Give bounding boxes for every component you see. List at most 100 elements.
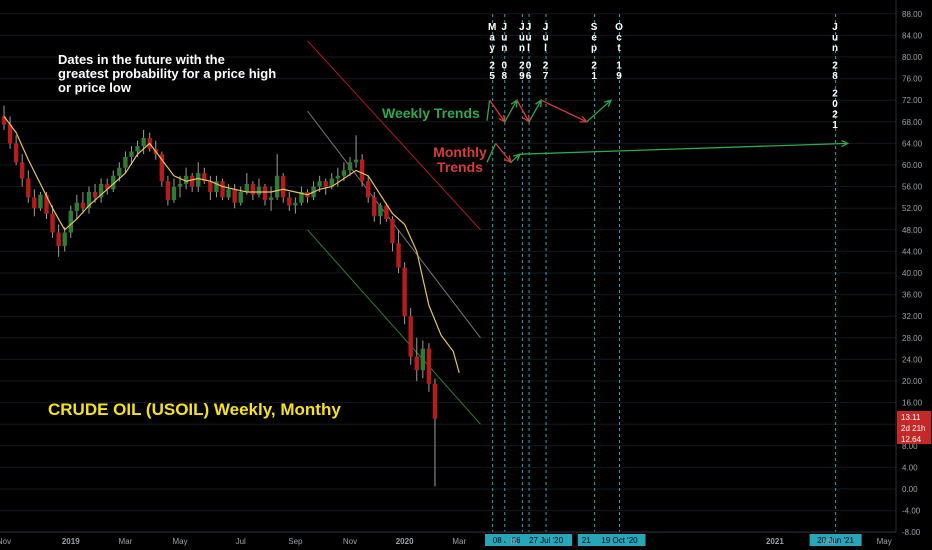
price-label-box <box>897 433 931 444</box>
candle-body <box>378 205 383 217</box>
time-tick-label: M <box>511 537 518 546</box>
weekly-trend-arrowhead <box>604 99 613 107</box>
monthly-trend-segment <box>510 153 521 163</box>
candle-body <box>1 116 7 125</box>
price-label-text: 13.11 <box>901 413 921 422</box>
candle-body <box>165 181 171 201</box>
time-tick-label: 2019 <box>62 537 80 546</box>
cycle-date-char: n <box>832 43 838 54</box>
cycle-date-char: l <box>527 43 530 54</box>
candle-body <box>62 232 67 246</box>
cycle-date-char: 9 <box>616 71 622 82</box>
candle-body <box>408 316 413 357</box>
cycle-date-char: 1 <box>832 120 838 131</box>
cycle-date-char: e <box>591 33 597 44</box>
price-tick-label: -4.00 <box>902 507 921 516</box>
time-tick-label: May <box>172 537 187 546</box>
cycle-date-char: t <box>617 43 621 54</box>
candle-body <box>262 186 268 201</box>
lower-channel-line <box>307 229 481 425</box>
weekly-trend-segment <box>528 99 542 123</box>
candle-body <box>341 170 347 176</box>
cycle-date-char: a <box>489 33 495 44</box>
cycle-date-tag-text: 27 Jul '20 <box>529 536 564 545</box>
time-tick-label: Mar <box>823 537 837 546</box>
candle-body <box>13 143 19 163</box>
weekly-trend-segment <box>586 99 612 123</box>
time-axis[interactable]: Nov 2019 Mar May Jul Sep Nov 2020 Mar M 2021 Mar May <box>0 531 896 546</box>
cycle-date-char: u <box>542 33 548 44</box>
candle-body <box>7 124 13 144</box>
candle-body <box>359 159 365 182</box>
candle-body <box>117 167 122 176</box>
candle-body <box>202 173 207 182</box>
candle-body <box>384 205 389 219</box>
monthly-lead-segment <box>486 143 497 163</box>
cycle-date-char: O <box>615 22 623 33</box>
price-tick-label: 32.00 <box>902 312 923 321</box>
price-tick-label: 20.00 <box>902 377 923 386</box>
candle-body <box>299 192 304 203</box>
cycle-date-char: 0 <box>832 99 838 110</box>
monthly-trend-arrowhead <box>841 139 850 148</box>
time-tick-label: May <box>877 537 892 546</box>
cycle-date-char: J <box>543 22 549 33</box>
moving-average <box>3 116 460 374</box>
monthly-trend-segment <box>519 142 848 155</box>
cycle-date-char: 2 <box>519 61 525 72</box>
cycle-date-char: l <box>544 43 547 54</box>
cycle-date-char: 0 <box>526 61 532 72</box>
cycle-date-char: J <box>501 22 507 33</box>
weekly-trend-segment <box>516 99 530 123</box>
candle-body <box>220 181 225 198</box>
cycle-date-char: 0 <box>501 61 507 72</box>
price-tick-label: 84.00 <box>902 31 923 40</box>
candle-body <box>366 181 371 198</box>
cycle-date-char: 7 <box>543 71 549 82</box>
price-tick-label: 48.00 <box>902 226 923 235</box>
time-tick-label: 2021 <box>766 537 784 546</box>
candle-body <box>238 192 243 203</box>
candle-body <box>32 197 37 209</box>
candle-body <box>353 159 359 163</box>
cycle-date-char: n <box>519 43 525 54</box>
price-label-text: 2d 21h <box>901 424 925 433</box>
cycle-date-char: S <box>591 22 598 33</box>
weekly-lead-segment <box>486 100 491 121</box>
cycle-date-char: 6 <box>526 71 532 82</box>
cycle-date-char: 2 <box>832 110 838 121</box>
weekly-trend-segment <box>540 99 587 123</box>
price-tick-label: 16.00 <box>902 399 923 408</box>
candle-body <box>26 178 31 198</box>
price-tick-label: -8.00 <box>902 528 921 537</box>
candle-body <box>111 175 116 190</box>
price-tick-label: 24.00 <box>902 355 923 364</box>
cycle-date-char: 8 <box>501 71 507 82</box>
price-tick-label: 36.00 <box>902 291 923 300</box>
candle-body <box>177 183 183 187</box>
time-tick-label: Sep <box>288 537 303 546</box>
cycle-date-tag-text: 08 Jun <box>493 536 517 545</box>
weekly-trends-label: Weekly Trends <box>382 105 480 121</box>
candle-body <box>432 383 438 419</box>
time-tick-label: Jul <box>236 537 246 546</box>
candle-body <box>250 183 256 195</box>
candle-body <box>74 202 80 211</box>
cycle-date-tag-text: 28 Jun '21 <box>817 536 854 545</box>
cycle-date-char: J <box>519 22 525 33</box>
cycle-date-char: 2 <box>489 61 495 72</box>
candle-body <box>396 243 401 268</box>
candle-body <box>232 189 237 203</box>
price-label-box <box>897 411 931 422</box>
upper-channel-line <box>307 40 481 231</box>
last-price-labels: 13.11 2d 21h 12.64 <box>897 411 931 444</box>
price-axis[interactable]: 88.00 84.00 80.00 76.00 72.00 68.00 64.00 60.00… <box>895 0 923 537</box>
candle-body <box>135 146 140 152</box>
candle-body <box>329 178 334 187</box>
price-tick-label: 60.00 <box>902 161 923 170</box>
candle-body <box>372 197 377 217</box>
price-tick-label: 76.00 <box>902 75 923 84</box>
candle-body <box>92 192 98 198</box>
monthly-trend-segment <box>495 142 512 163</box>
